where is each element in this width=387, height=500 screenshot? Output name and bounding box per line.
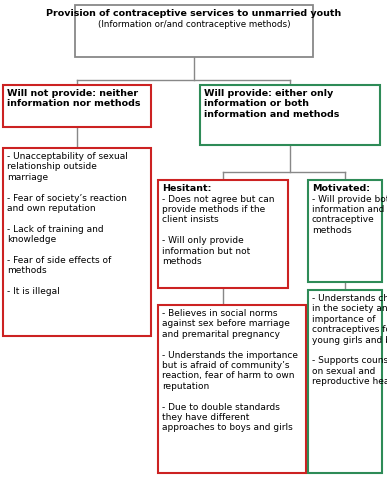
FancyBboxPatch shape [3,148,151,336]
FancyBboxPatch shape [3,85,151,127]
FancyBboxPatch shape [158,180,288,288]
FancyBboxPatch shape [308,180,382,282]
FancyBboxPatch shape [308,290,382,473]
Text: - Will provide both
information and
contraceptive
methods: - Will provide both information and cont… [312,194,387,234]
Text: Motivated:: Motivated: [312,184,370,193]
Text: - Understands changes
in the society and
importance of
contraceptives for
young : - Understands changes in the society and… [312,294,387,386]
FancyBboxPatch shape [75,5,313,57]
Text: Hesitant:: Hesitant: [162,184,211,193]
FancyBboxPatch shape [158,305,306,473]
Text: - Does not agree but can
provide methods if the
client insists

- Will only prov: - Does not agree but can provide methods… [162,194,274,266]
Text: Provision of contraceptive services to unmarried youth: Provision of contraceptive services to u… [46,9,342,18]
Text: Will provide: either only
information or both
information and methods: Will provide: either only information or… [204,89,339,119]
FancyBboxPatch shape [200,85,380,145]
Text: - Unacceptability of sexual
relationship outside
marriage

- Fear of society’s r: - Unacceptability of sexual relationship… [7,152,128,296]
Text: Will not provide: neither
information nor methods: Will not provide: neither information no… [7,89,140,108]
Text: - Believes in social norms
against sex before marriage
and premarital pregnancy
: - Believes in social norms against sex b… [162,309,298,432]
Text: (Information or/and contraceptive methods): (Information or/and contraceptive method… [98,20,290,28]
